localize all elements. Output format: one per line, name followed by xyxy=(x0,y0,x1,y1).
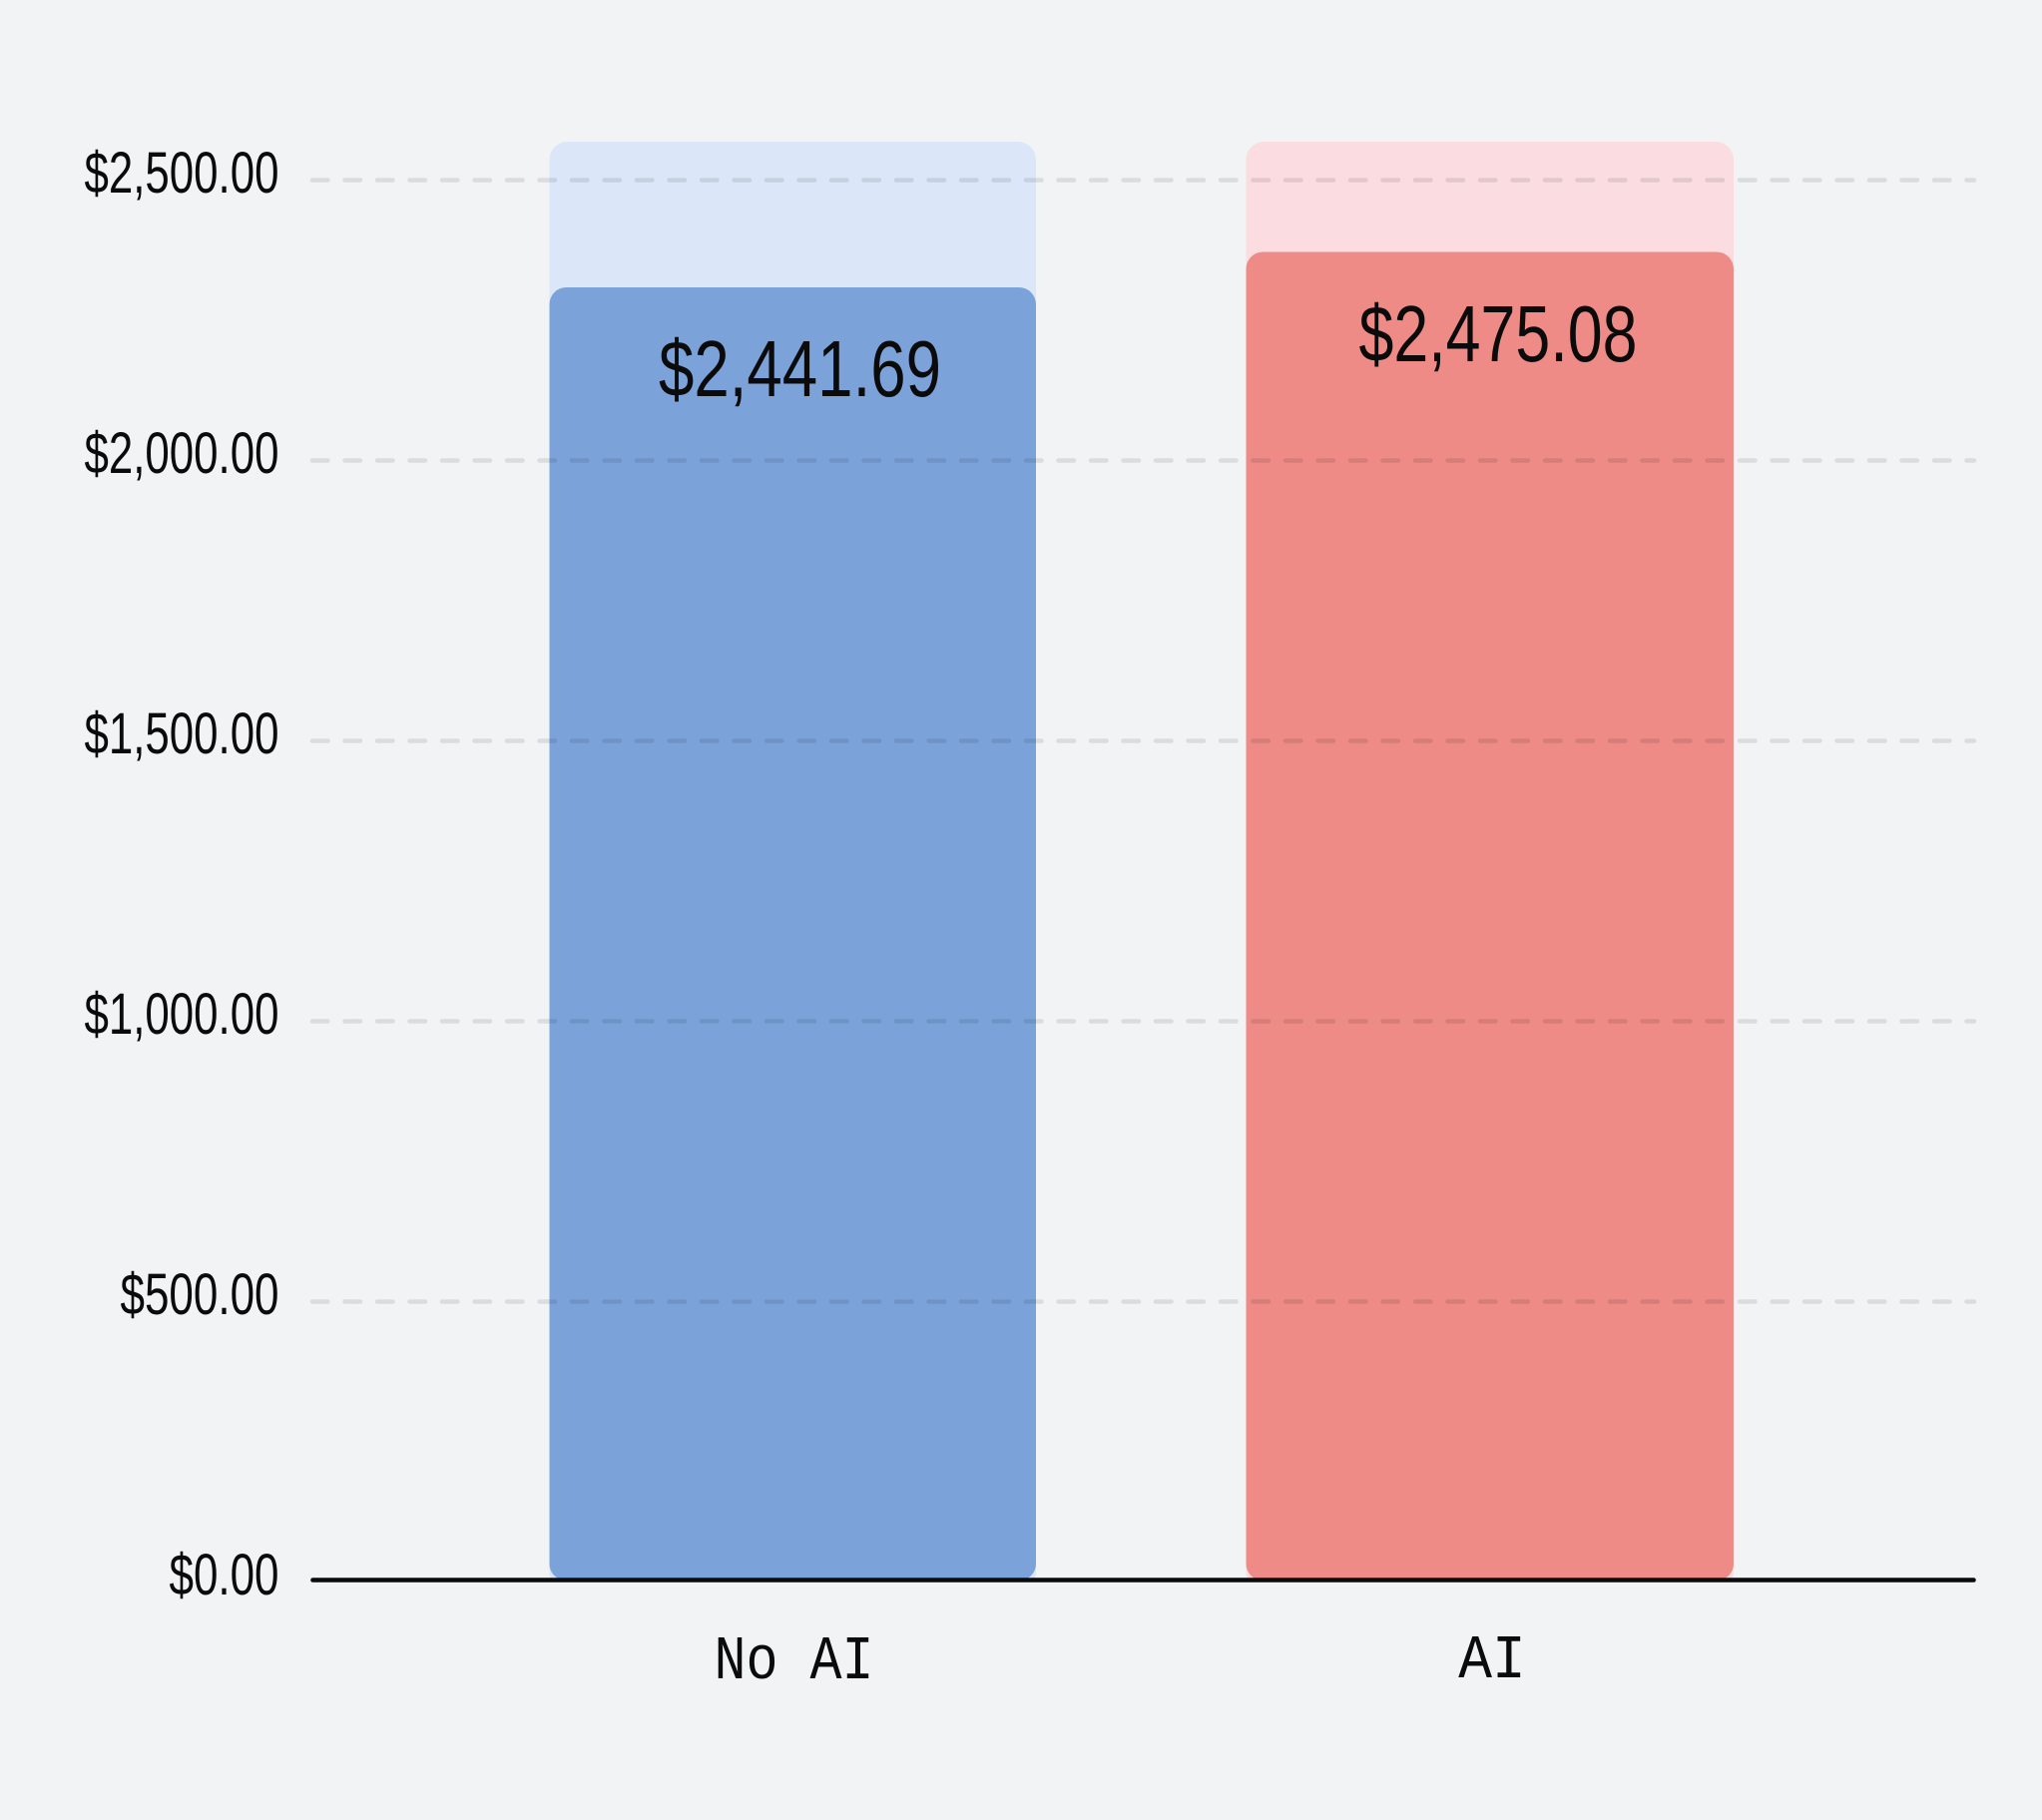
svg-text:$2,500.00: $2,500.00 xyxy=(85,141,279,206)
svg-text:$1,000.00: $1,000.00 xyxy=(85,982,279,1047)
svg-text:AI: AI xyxy=(1458,1625,1526,1696)
svg-text:$2,000.00: $2,000.00 xyxy=(85,421,279,486)
svg-text:No AI: No AI xyxy=(715,1626,874,1697)
svg-text:$0.00: $0.00 xyxy=(170,1543,279,1607)
svg-text:$1,500.00: $1,500.00 xyxy=(85,701,279,766)
svg-text:$2,441.69: $2,441.69 xyxy=(659,324,941,413)
svg-text:$500.00: $500.00 xyxy=(121,1262,279,1327)
svg-text:$2,475.08: $2,475.08 xyxy=(1359,289,1638,378)
